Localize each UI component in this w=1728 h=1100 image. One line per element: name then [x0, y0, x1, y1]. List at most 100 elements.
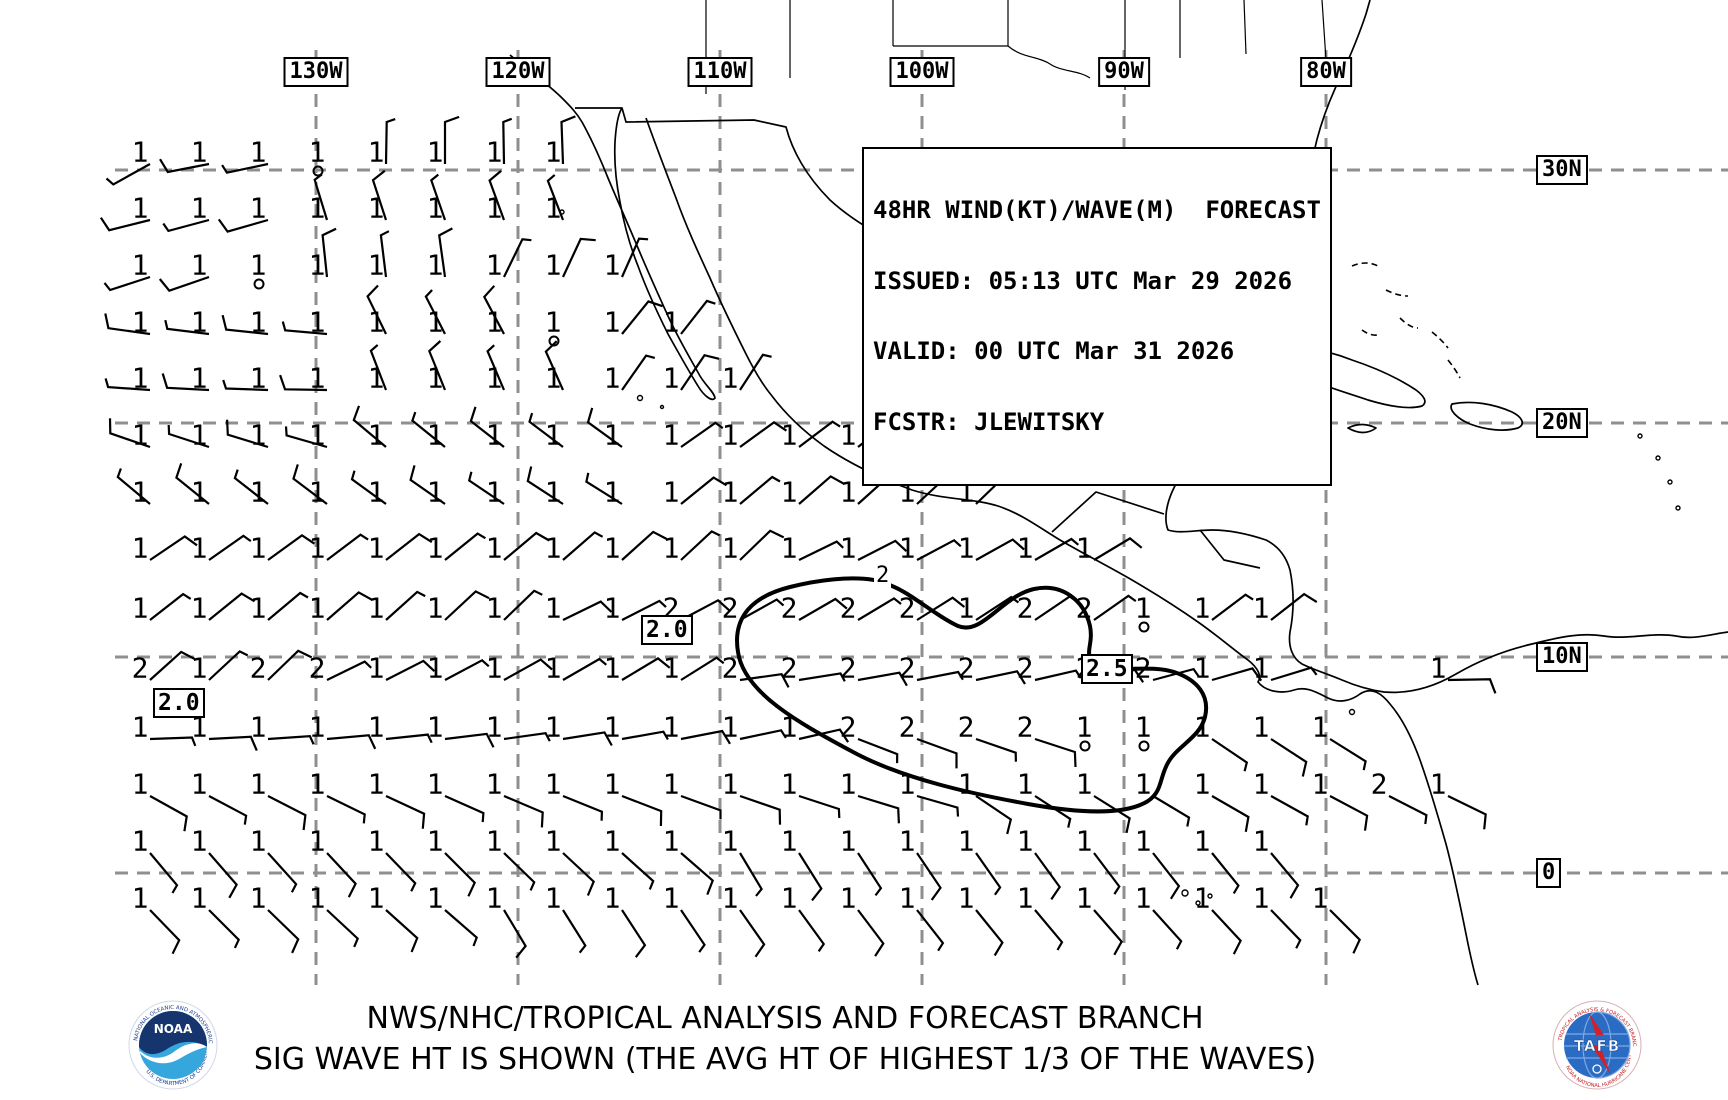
station: 1: [840, 882, 885, 957]
wind-barb-icon: [162, 218, 210, 233]
wind-barb-icon: [739, 598, 785, 621]
border-path: [1243, 0, 1247, 55]
wind-barb-icon: [544, 340, 565, 391]
station: 1: [132, 768, 188, 832]
station: 1: [427, 825, 477, 897]
station: 1: [1076, 711, 1092, 752]
wave-height-value: 1: [132, 768, 149, 801]
station: 1: [604, 530, 668, 565]
station: 1: [1076, 882, 1123, 956]
wave-height-value: 1: [368, 306, 385, 339]
tafb-lightning-icon: [1589, 1013, 1611, 1075]
wave-height-value: 2: [309, 652, 326, 685]
wind-barb-icon: [621, 300, 663, 335]
wind-barb-icon: [680, 299, 716, 335]
wave-height-value: 1: [604, 306, 621, 339]
tafb-hurricane-icon: [1592, 1064, 1602, 1074]
wave-height-value: 1: [309, 136, 326, 169]
wind-barb-icon: [444, 732, 495, 748]
wave-height-value: 1: [604, 711, 621, 744]
wave-height-value: 1: [545, 711, 562, 744]
lon-label-130w: 130W: [283, 57, 349, 87]
station: 1: [663, 419, 724, 452]
wave-height-value: 1: [604, 532, 621, 565]
wind-barb-icon: [1152, 852, 1181, 900]
station: 1: [781, 419, 841, 452]
station: 1: [1076, 768, 1131, 834]
wave-height-value: 2: [1017, 652, 1034, 685]
wave-height-value: 1: [840, 419, 857, 452]
contour-label-2-0-0: 2.0: [153, 688, 205, 718]
wind-barb-icon: [267, 795, 307, 831]
wind-barb-icon: [1152, 667, 1200, 682]
wave-height-value: 1: [663, 476, 680, 509]
wind-barb-icon: [562, 852, 596, 896]
station: 1: [368, 230, 390, 282]
wind-barb-icon: [424, 289, 446, 335]
wind-barb-icon: [916, 670, 964, 682]
wind-barb-icon: [680, 656, 725, 681]
wave-height-value: 1: [545, 476, 562, 509]
wave-height-value: 1: [604, 768, 621, 801]
station: 2: [309, 652, 372, 685]
wind-barb-icon: [739, 353, 772, 391]
wind-barb-icon: [503, 238, 532, 278]
station: 1: [958, 882, 1004, 957]
wind-barb-icon: [621, 530, 668, 561]
station: 1: [108, 418, 151, 452]
wind-barb-icon: [857, 539, 908, 561]
wave-height-value: 1: [722, 768, 739, 801]
wind-barb-icon: [482, 285, 505, 335]
wave-height-value: 1: [663, 362, 680, 395]
station: 1: [486, 170, 506, 225]
wind-barb-icon: [164, 319, 210, 336]
station: 2: [840, 711, 899, 764]
wind-barb-icon: [798, 852, 823, 902]
wave-height-value: 1: [250, 711, 267, 744]
wave-height-value: 1: [132, 532, 149, 565]
wave-height-value: 1: [663, 768, 680, 801]
wave-height-value: 1: [604, 476, 621, 509]
wind-barb-icon: [798, 420, 841, 448]
wind-barb-icon: [1270, 666, 1318, 682]
wave-height-value: 1: [368, 825, 385, 858]
station: 1: [604, 300, 663, 339]
wave-height-value: 1: [958, 768, 975, 801]
lat-label-10n: 10N: [1536, 642, 1588, 672]
station: 1: [486, 882, 527, 959]
wind-barb-icon: [1034, 852, 1062, 901]
wind-barb-icon: [503, 732, 551, 742]
wave-height-value: 1: [1194, 592, 1211, 625]
station: 1: [368, 652, 436, 685]
wind-barb-icon: [158, 275, 210, 292]
wave-height-value: 1: [1135, 825, 1152, 858]
station: 1: [1253, 882, 1302, 949]
station: 1: [722, 529, 785, 565]
wave-height-value: 2: [132, 652, 149, 685]
wind-barb-icon: [975, 795, 1013, 835]
wave-height-value: 1: [545, 192, 562, 225]
station: 1: [279, 362, 328, 395]
station: 1: [486, 711, 551, 744]
lon-label-80w: 80W: [1300, 57, 1352, 87]
wave-height-value: 1: [427, 592, 444, 625]
wind-barb-icon: [105, 163, 151, 186]
station: 1: [1194, 768, 1250, 832]
station: 2: [1017, 652, 1082, 685]
wave-height-value: 1: [368, 882, 385, 915]
wave-height-value: 1: [1194, 652, 1211, 685]
station: 1: [366, 284, 387, 339]
wave-height-value: 1: [132, 882, 149, 915]
contour-label-2-0-1: 2.0: [641, 615, 693, 645]
wave-height-value: 1: [722, 882, 739, 915]
station: 1: [663, 825, 715, 895]
wind-barb-icon: [149, 535, 198, 561]
station: 1: [781, 711, 850, 744]
station: 1: [604, 825, 655, 890]
station: 1: [284, 419, 328, 452]
wave-height-value: 1: [545, 306, 562, 339]
station: 1: [899, 532, 962, 565]
wave-height-value: 1: [722, 362, 739, 395]
station: 1: [368, 882, 419, 953]
wind-barb-icon: [798, 909, 826, 953]
